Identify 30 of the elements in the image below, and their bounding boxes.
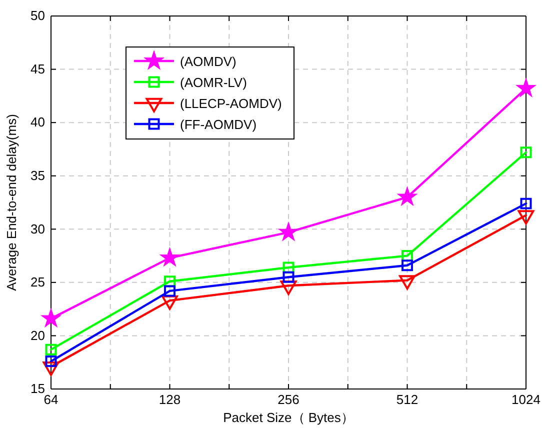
y-tick-label: 30	[30, 221, 45, 236]
point	[398, 188, 416, 205]
y-axis-title: Average End-to-end delay(ms)	[4, 114, 19, 291]
point	[520, 198, 532, 210]
y-tick-label: 20	[30, 328, 45, 343]
y-tick-label: 15	[30, 381, 45, 396]
point	[280, 223, 298, 240]
legend-label: (LLECP-AOMDV)	[180, 96, 282, 111]
x-tick-label: 64	[44, 392, 58, 408]
point	[520, 146, 532, 158]
x-tick-label: 512	[396, 392, 418, 408]
y-tick-label: 40	[30, 114, 45, 130]
point	[402, 260, 413, 272]
y-tick-label: 35	[30, 168, 45, 184]
point	[282, 271, 294, 283]
legend-label: (AOMR-LV)	[180, 75, 247, 90]
point	[45, 344, 57, 356]
x-axis-title: Packet Size（ Bytes）	[223, 410, 354, 425]
point	[45, 356, 57, 368]
point	[42, 310, 60, 326]
point	[282, 262, 294, 274]
legend-label: (AOMDV)	[180, 54, 236, 69]
y-tick-label: 50	[30, 8, 45, 24]
legend-label: (FF-AOMDV)	[180, 117, 257, 132]
x-tick-label: 1024	[512, 392, 540, 408]
y-tick-label: 45	[30, 61, 45, 76]
point	[164, 285, 176, 297]
y-tick-label: 25	[30, 274, 45, 290]
x-tick-label: 256	[278, 392, 300, 408]
x-tick-label: 128	[158, 392, 181, 408]
